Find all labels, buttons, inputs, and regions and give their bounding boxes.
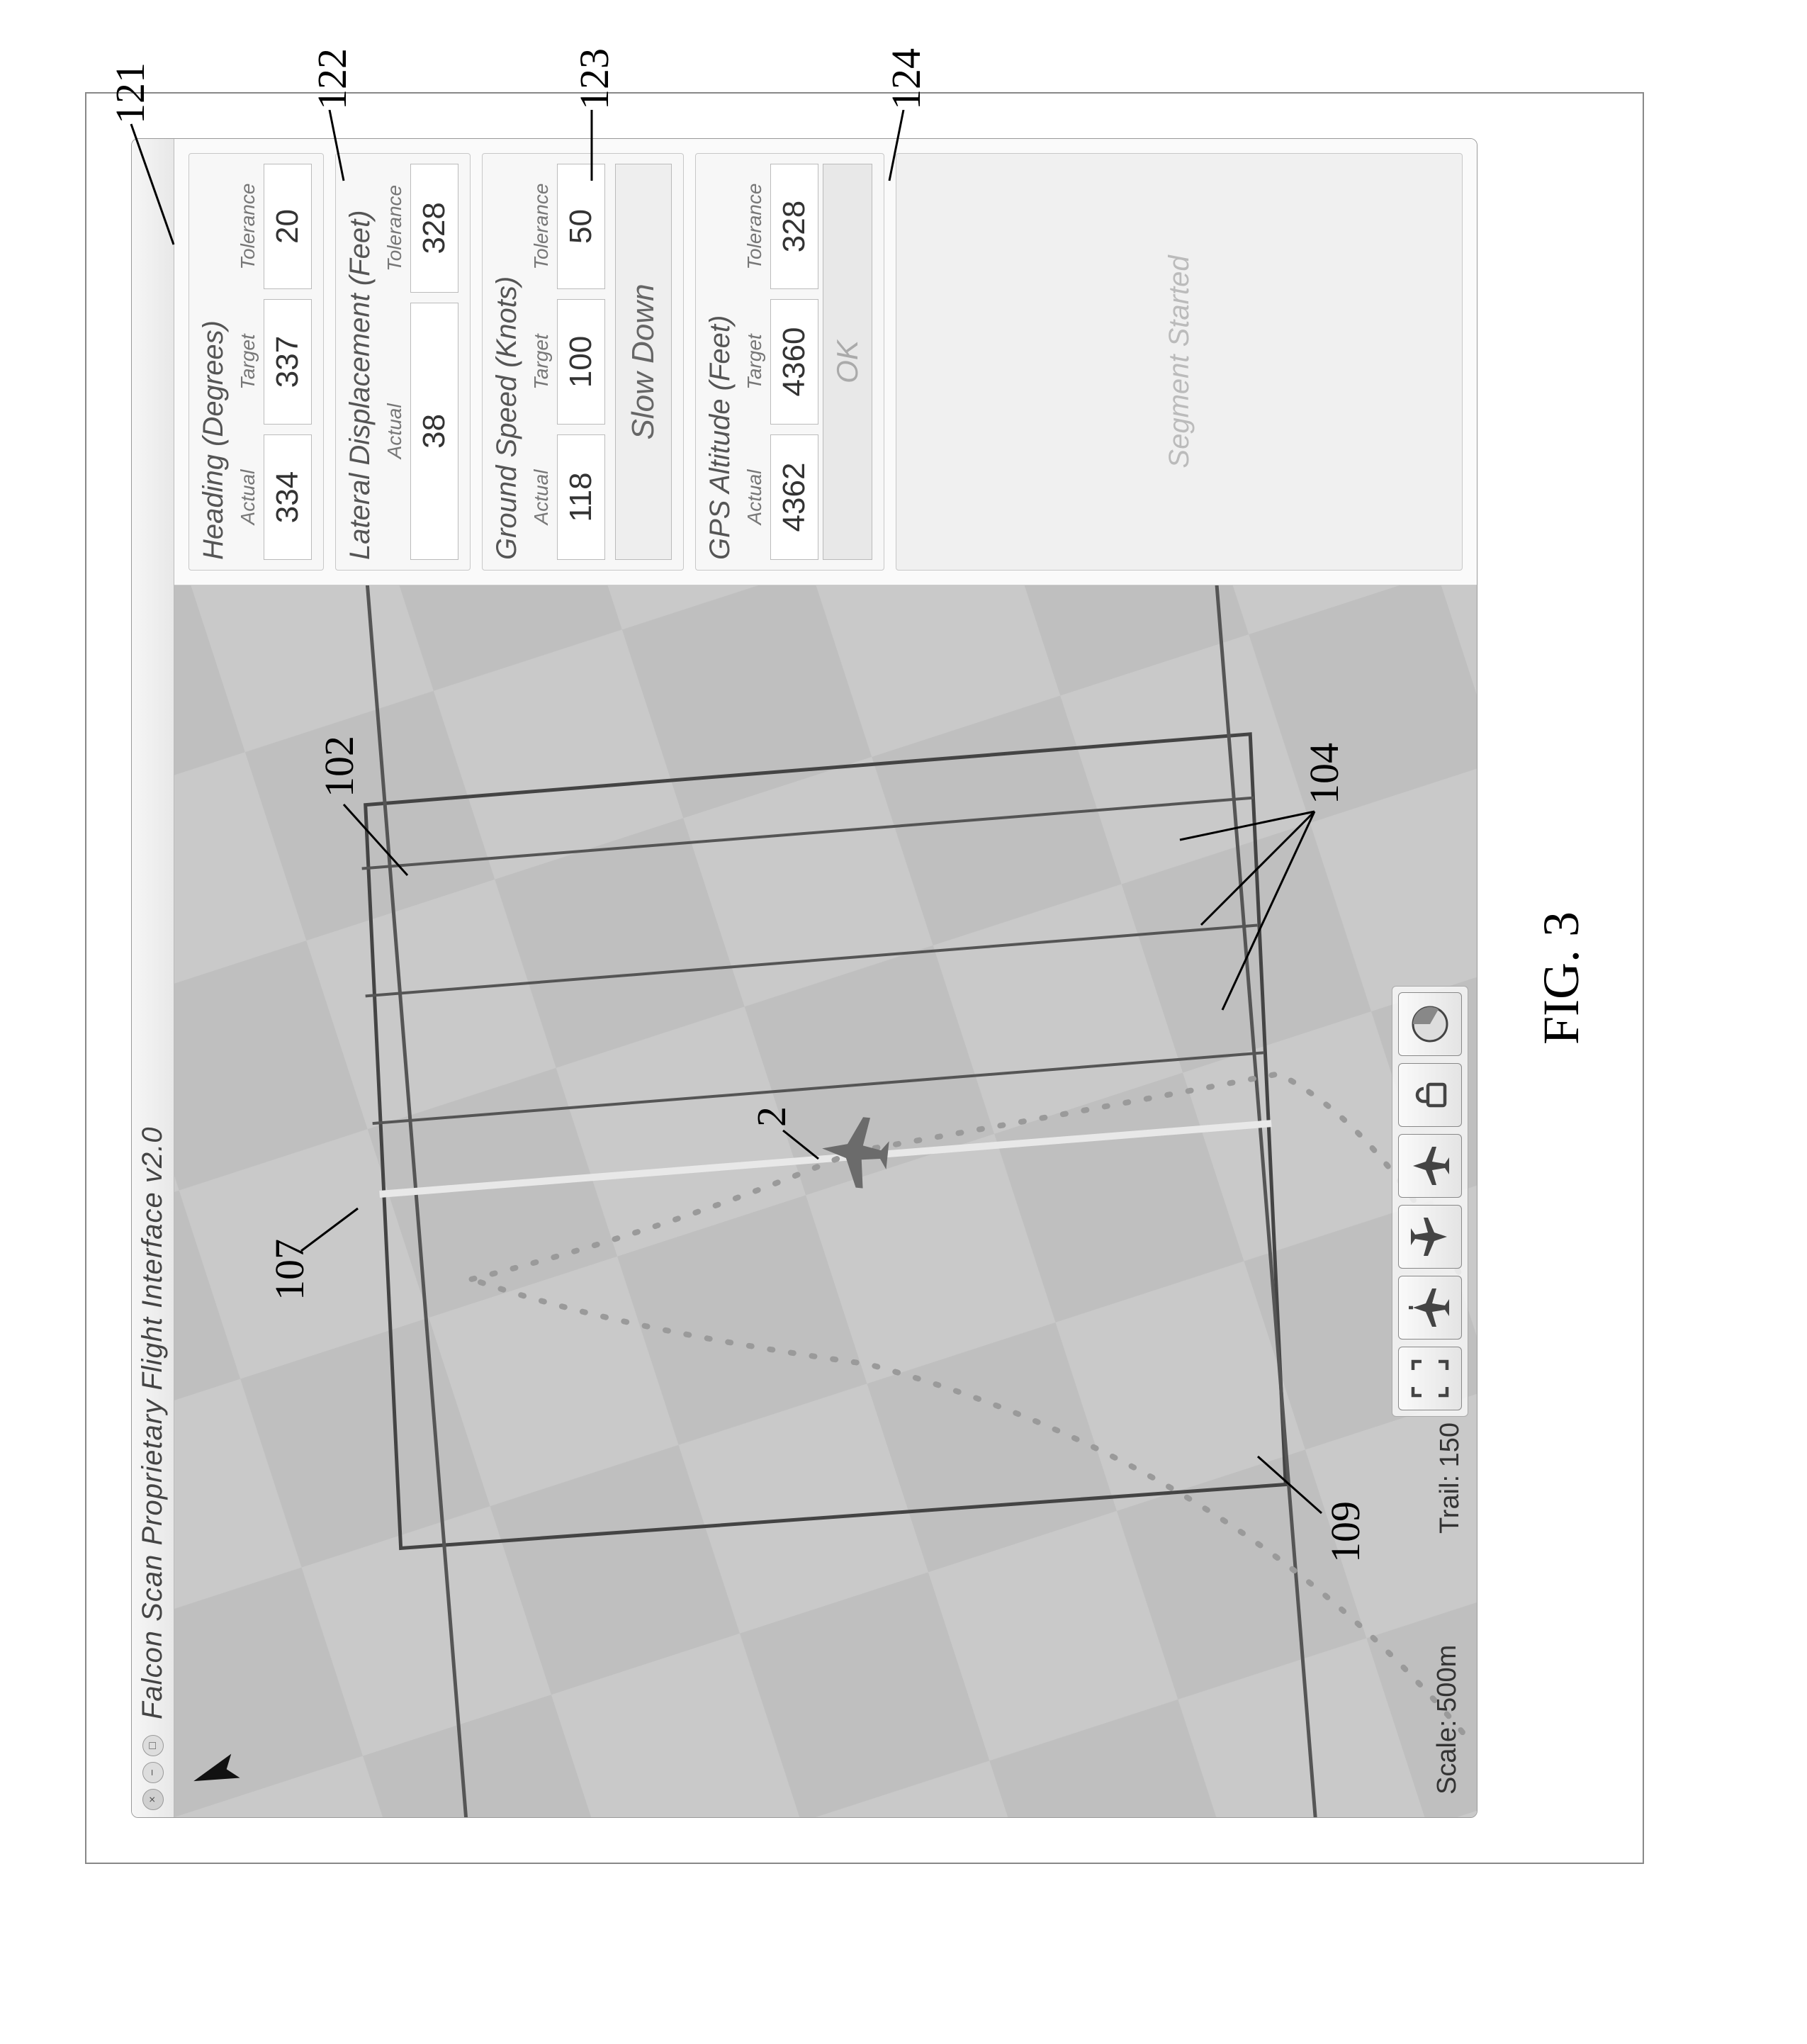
minimize-icon: − bbox=[147, 1769, 159, 1775]
lateral-actual: 38 bbox=[410, 303, 458, 560]
lateral-actual-label: Actual bbox=[383, 303, 406, 560]
alt-target-label: Target bbox=[743, 299, 766, 425]
heading-actual: 334 bbox=[264, 434, 312, 560]
gs-actual: 118 bbox=[557, 434, 605, 560]
message-panel: Segment Started bbox=[896, 153, 1463, 571]
aircraft-up-button[interactable] bbox=[1398, 1276, 1462, 1340]
gs-target-label: Target bbox=[530, 299, 553, 425]
heading-tol: 20 bbox=[264, 164, 312, 289]
titlebar: × − □ Falcon Scan Proprietary Flight Int… bbox=[132, 139, 174, 1817]
gs-tol-label: Tolerance bbox=[530, 164, 553, 289]
maximize-icon: □ bbox=[147, 1742, 159, 1749]
callout-102: 102 bbox=[315, 736, 363, 797]
pie-button[interactable] bbox=[1398, 992, 1462, 1056]
plane-up-icon bbox=[1409, 1286, 1451, 1329]
message-text: Segment Started bbox=[1164, 255, 1195, 468]
gs-tol: 50 bbox=[557, 164, 605, 289]
aircraft-button[interactable] bbox=[1398, 1134, 1462, 1198]
lateral-tol-label: Tolerance bbox=[383, 164, 406, 293]
groundspeed-panel: Ground Speed (Knots) Actual118 Target100… bbox=[482, 153, 684, 571]
gs-target: 100 bbox=[557, 299, 605, 425]
callout-123: 123 bbox=[570, 48, 618, 110]
altitude-panel: GPS Altitude (Feet) Actual4362 Target436… bbox=[695, 153, 884, 571]
window-close-button[interactable]: × bbox=[142, 1789, 164, 1810]
callout-124: 124 bbox=[882, 48, 930, 110]
close-icon: × bbox=[147, 1796, 159, 1802]
heading-target: 337 bbox=[264, 299, 312, 425]
window-maximize-button[interactable]: □ bbox=[142, 1735, 164, 1756]
alt-ok-button[interactable]: OK bbox=[823, 164, 872, 560]
heading-title: Heading (Degrees) bbox=[198, 164, 230, 560]
content-area: Scale: 500m Trail: 150 bbox=[174, 139, 1477, 1817]
fit-icon bbox=[1409, 1357, 1451, 1400]
gs-title: Ground Speed (Knots) bbox=[491, 164, 523, 560]
lateral-panel: Lateral Displacement (Feet) Actual38 Tol… bbox=[335, 153, 471, 571]
lateral-tol: 328 bbox=[410, 164, 458, 293]
heading-actual-label: Actual bbox=[237, 434, 259, 560]
map-background bbox=[174, 585, 1477, 1817]
alt-tol: 328 bbox=[770, 164, 818, 289]
callout-107: 107 bbox=[266, 1239, 313, 1301]
app-window: × − □ Falcon Scan Proprietary Flight Int… bbox=[131, 138, 1477, 1818]
heading-target-label: Target bbox=[237, 299, 259, 425]
callout-104: 104 bbox=[1300, 743, 1348, 804]
alt-target: 4360 bbox=[770, 299, 818, 425]
figure-caption: FIG. 3 bbox=[1532, 911, 1591, 1045]
trail-readout: Trail: 150 bbox=[1435, 1422, 1465, 1534]
plane-icon bbox=[1409, 1145, 1451, 1187]
alt-tol-label: Tolerance bbox=[743, 164, 766, 289]
callout-121: 121 bbox=[106, 62, 154, 124]
gs-status: Slow Down bbox=[615, 164, 672, 560]
fit-view-button[interactable] bbox=[1398, 1347, 1462, 1410]
alt-actual-label: Actual bbox=[743, 434, 766, 560]
lock-button[interactable] bbox=[1398, 1063, 1462, 1127]
callout-109: 109 bbox=[1322, 1501, 1369, 1563]
alt-title: GPS Altitude (Feet) bbox=[704, 164, 736, 560]
side-pane: Heading (Degrees) Actual334 Target337 To… bbox=[174, 139, 1477, 585]
map-pane[interactable]: Scale: 500m Trail: 150 bbox=[174, 585, 1477, 1817]
alt-actual: 4362 bbox=[770, 434, 818, 560]
gs-actual-label: Actual bbox=[530, 434, 553, 560]
window-title: Falcon Scan Proprietary Flight Interface… bbox=[137, 1127, 169, 1719]
rotated-stage: × − □ Falcon Scan Proprietary Flight Int… bbox=[103, 110, 1626, 1846]
heading-panel: Heading (Degrees) Actual334 Target337 To… bbox=[188, 153, 324, 571]
scale-readout: Scale: 500m bbox=[1429, 1639, 1465, 1800]
callout-122: 122 bbox=[308, 48, 356, 110]
lateral-title: Lateral Displacement (Feet) bbox=[344, 164, 376, 560]
pie-icon bbox=[1409, 1003, 1451, 1045]
map-toolbar bbox=[1392, 986, 1468, 1417]
callout-2: 2 bbox=[748, 1106, 795, 1127]
heading-tol-label: Tolerance bbox=[237, 164, 259, 289]
plane-down-icon bbox=[1409, 1215, 1451, 1258]
window-minimize-button[interactable]: − bbox=[142, 1762, 164, 1783]
aircraft-down-button[interactable] bbox=[1398, 1205, 1462, 1269]
unlock-icon bbox=[1409, 1074, 1451, 1116]
page-frame: × − □ Falcon Scan Proprietary Flight Int… bbox=[85, 92, 1644, 1864]
